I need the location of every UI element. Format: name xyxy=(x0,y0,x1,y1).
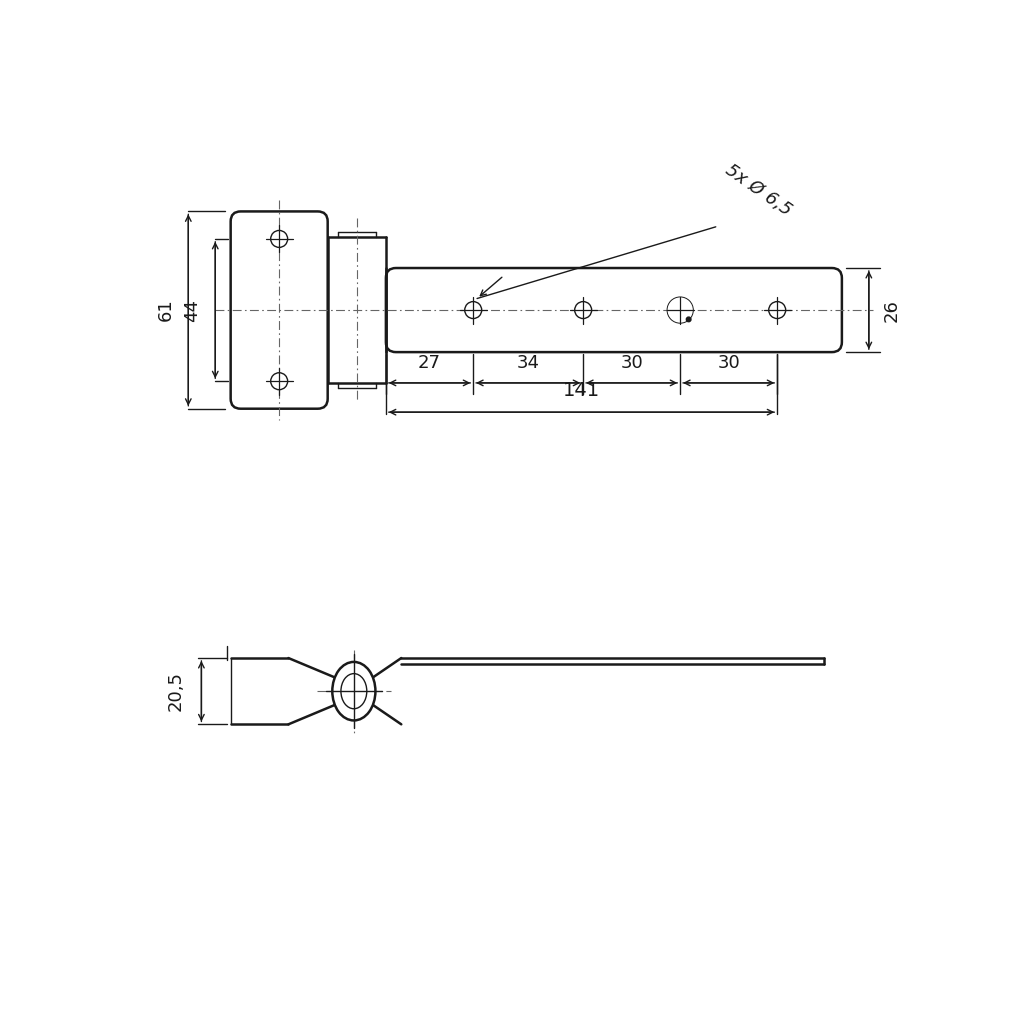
Circle shape xyxy=(667,297,693,324)
Text: 27: 27 xyxy=(418,354,441,372)
FancyBboxPatch shape xyxy=(386,268,842,352)
FancyBboxPatch shape xyxy=(230,211,328,409)
Circle shape xyxy=(769,302,785,318)
Circle shape xyxy=(686,317,691,322)
Text: 61: 61 xyxy=(157,299,174,322)
Circle shape xyxy=(672,302,689,318)
Circle shape xyxy=(270,230,288,248)
Text: 30: 30 xyxy=(621,354,643,372)
Text: 26: 26 xyxy=(883,299,901,322)
Text: 141: 141 xyxy=(563,381,600,399)
Text: 5x Ø 6,5: 5x Ø 6,5 xyxy=(722,161,795,219)
Ellipse shape xyxy=(341,674,367,709)
Ellipse shape xyxy=(333,662,376,721)
Circle shape xyxy=(270,373,288,390)
Text: 20,5: 20,5 xyxy=(167,671,184,712)
Circle shape xyxy=(465,302,481,318)
Text: 34: 34 xyxy=(517,354,540,372)
Circle shape xyxy=(574,302,592,318)
Text: 30: 30 xyxy=(718,354,740,372)
Text: 44: 44 xyxy=(183,299,202,322)
